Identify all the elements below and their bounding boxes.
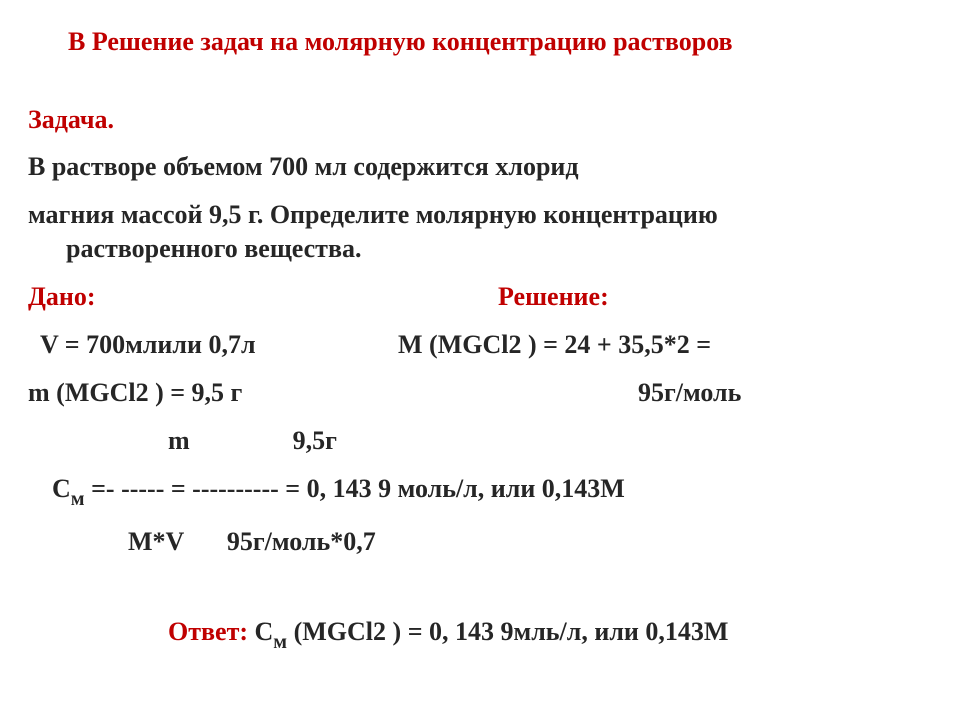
frac-dash-left: =- ----- xyxy=(85,474,171,503)
frac-bottom-left: M*V xyxy=(128,527,184,556)
problem-line-2b: растворенного вещества. xyxy=(66,234,932,264)
frac-bottom-right: 95г/моль*0,7 xyxy=(227,527,376,556)
fraction-numerator-row: m 9,5г xyxy=(168,426,932,456)
problem-line-2: магния массой 9,5 г. Определите молярную… xyxy=(28,200,932,230)
problem-line-2a: магния массой 9,5 г. Определите молярную… xyxy=(28,200,718,229)
molar-mass-line-1: M (MGCl2 ) = 24 + 35,5*2 = xyxy=(398,330,711,360)
frac-result: = 0, 143 9 моль/л, или 0,143М xyxy=(285,474,625,503)
given-mass: m (MGCl2 ) = 9,5 г xyxy=(28,378,398,408)
answer-value: С xyxy=(255,617,274,646)
answer-label: Ответ: xyxy=(168,617,255,646)
given-heading-text: Дано: xyxy=(28,282,96,311)
answer-value-sub: м xyxy=(273,631,287,653)
problem-heading: Задача. xyxy=(28,105,932,135)
fraction-denominator-row: M*V 95г/моль*0,7 xyxy=(128,527,932,557)
solution-heading-text: Решение: xyxy=(498,282,609,311)
problem-line-1: В растворе объемом 700 мл содержится хло… xyxy=(28,152,932,182)
given-solution-row-heading: Дано: Решение: xyxy=(28,282,932,330)
slide: В Решение задач на молярную концентрацию… xyxy=(0,0,960,720)
problem-heading-text: Задача. xyxy=(28,105,114,134)
molar-mass-line-2: 95г/моль xyxy=(638,378,741,408)
given-volume: V = 700млили 0,7л xyxy=(40,330,398,360)
answer-rest: (MGCl2 ) = 0, 143 9мль/л, или 0,143М xyxy=(287,617,728,646)
frac-label-sub: м xyxy=(71,488,85,510)
frac-dash-mid: = ---------- xyxy=(171,474,285,503)
slide-title: В Решение задач на молярную концентрацию… xyxy=(68,26,932,59)
fraction-main-row: См =- ----- = ---------- = 0, 143 9 моль… xyxy=(52,474,932,510)
given-solution-row-2: m (MGCl2 ) = 9,5 г 95г/моль xyxy=(28,378,932,426)
given-solution-row-1: V = 700млили 0,7л M (MGCl2 ) = 24 + 35,5… xyxy=(28,330,932,378)
solution-heading: Решение: xyxy=(498,282,609,312)
frac-label: С xyxy=(52,474,71,503)
answer-line: Ответ: См (MGCl2 ) = 0, 143 9мль/л, или … xyxy=(168,617,932,653)
frac-top-right: 9,5г xyxy=(293,426,337,455)
given-heading: Дано: xyxy=(28,282,398,312)
frac-top-left: m xyxy=(168,426,190,455)
